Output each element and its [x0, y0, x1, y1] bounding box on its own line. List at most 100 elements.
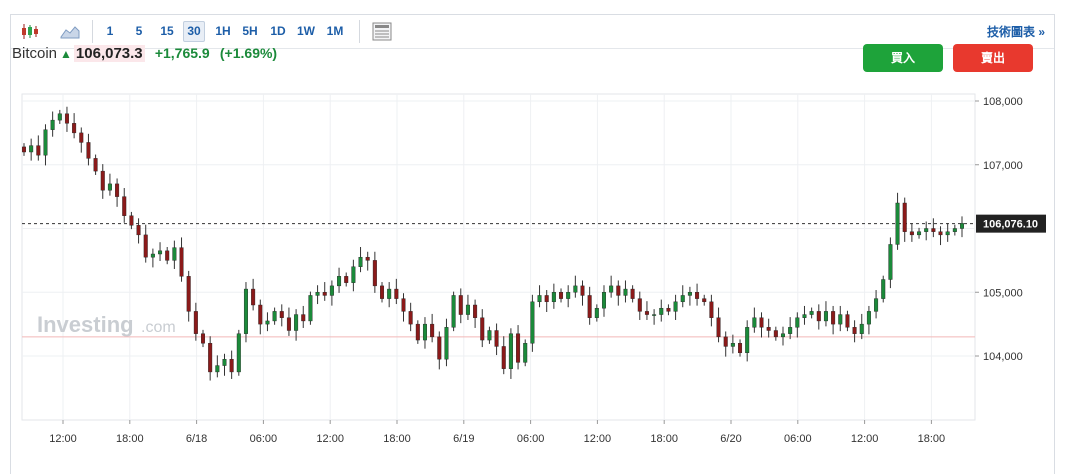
interval-1[interactable]: 1 [106, 24, 114, 38]
interval-1w[interactable]: 1W [297, 24, 315, 38]
candle-down [165, 250, 170, 261]
candle-up [881, 279, 886, 299]
candle-down [816, 311, 821, 322]
table-view-icon[interactable] [371, 21, 393, 42]
candle-up [573, 285, 578, 293]
candle-up [594, 307, 599, 318]
x-tick-label: 18:00 [918, 433, 946, 445]
candle-down [644, 311, 649, 315]
candle-down [129, 215, 134, 226]
x-tick-label: 6/18 [186, 433, 207, 445]
interval-5[interactable]: 5 [135, 24, 143, 38]
candle-up [601, 292, 606, 309]
interval-5h[interactable]: 5H [242, 24, 258, 38]
candle-up [351, 266, 356, 283]
candle-up [730, 343, 735, 347]
candle-up [487, 330, 492, 341]
candle-down [580, 285, 585, 296]
candle-down [201, 333, 206, 344]
candle-up [888, 244, 893, 280]
candle-up [945, 231, 950, 236]
candle-down [179, 247, 184, 277]
candle-down [36, 145, 41, 156]
candle-up [952, 228, 957, 232]
candle-down [115, 183, 120, 197]
x-tick-label: 12:00 [584, 433, 612, 445]
candle-down [186, 276, 191, 312]
last-price-label-bg [976, 214, 1046, 233]
instrument-name: Bitcoin [12, 45, 58, 62]
last-price-label: 106,076.10 [983, 219, 1038, 231]
candle-up [236, 333, 241, 373]
watermark-suffix: .com [141, 319, 176, 336]
x-tick-label: 6/19 [453, 433, 474, 445]
candle-up [673, 301, 678, 312]
area-chart-icon[interactable] [59, 21, 81, 42]
candle-down [415, 323, 420, 341]
candle-down [258, 304, 263, 325]
interval-15[interactable]: 15 [160, 24, 174, 38]
interval-1d[interactable]: 1D [270, 24, 286, 38]
candle-down [322, 292, 327, 296]
candle-down [229, 358, 234, 373]
candle-down [831, 311, 836, 325]
candle-up [823, 311, 828, 322]
candle-up [917, 231, 922, 236]
candle-down [430, 323, 435, 338]
candle-down [365, 256, 370, 261]
candle-up [308, 295, 313, 322]
candlestick-icon[interactable] [19, 21, 41, 42]
candle-up [158, 250, 163, 255]
candle-down [909, 231, 914, 236]
candle-up [215, 365, 220, 373]
candle-up [107, 183, 112, 191]
candle-down [473, 304, 478, 318]
interval-1h[interactable]: 1H [215, 24, 231, 38]
interval-30[interactable]: 30 [183, 21, 205, 42]
candle-down [93, 158, 98, 172]
toolbar-separator [359, 20, 360, 43]
candle-up [838, 314, 843, 325]
candle-down [630, 288, 635, 299]
candle-up [315, 292, 320, 296]
candle-down [301, 314, 306, 322]
candle-down [759, 317, 764, 328]
candle-down [286, 317, 291, 331]
candle-down [72, 123, 77, 134]
x-tick-label: 12:00 [316, 433, 344, 445]
chart-widget: 1 5 15 30 1H 5H 1D 1W 1M 技術圖表 » [10, 14, 1055, 474]
x-tick-label: 06:00 [250, 433, 278, 445]
candle-down [408, 311, 413, 325]
candle-down [616, 285, 621, 296]
candle-up [924, 228, 929, 232]
buy-button[interactable]: 買入 [863, 44, 943, 72]
candle-down [773, 330, 778, 338]
price-chart[interactable]: 108,000 107,000 105,000 104,000 12:00 18:00 6/… [0, 0, 1071, 461]
candle-up [358, 256, 363, 267]
candle-up [609, 285, 614, 293]
candle-down [845, 314, 850, 328]
candle-down [938, 231, 943, 236]
candle-up [508, 333, 513, 369]
price-change: +1,765.9 [154, 45, 210, 61]
candle-down [702, 298, 707, 303]
candle-up [537, 295, 542, 303]
candle-up [895, 202, 900, 245]
candle-down [587, 295, 592, 318]
x-tick-label: 18:00 [650, 433, 678, 445]
technical-chart-link[interactable]: 技術圖表 » [986, 25, 1045, 39]
x-tick-label: 12:00 [851, 433, 879, 445]
interval-1m[interactable]: 1M [326, 24, 344, 38]
quote-header: Bitcoin ▲ 106,073.3 +1,765.9 (+1.69%) [12, 45, 277, 62]
candle-down [544, 295, 549, 303]
sell-button[interactable]: 賣出 [953, 44, 1033, 72]
candle-up [745, 327, 750, 354]
candle-down [100, 170, 105, 191]
candle-up [50, 119, 55, 130]
candle-down [86, 142, 91, 159]
candle-down [401, 298, 406, 312]
candle-down [136, 225, 141, 236]
x-tick-label: 12:00 [49, 433, 77, 445]
x-tick-label: 18:00 [383, 433, 411, 445]
candle-up [523, 343, 528, 363]
